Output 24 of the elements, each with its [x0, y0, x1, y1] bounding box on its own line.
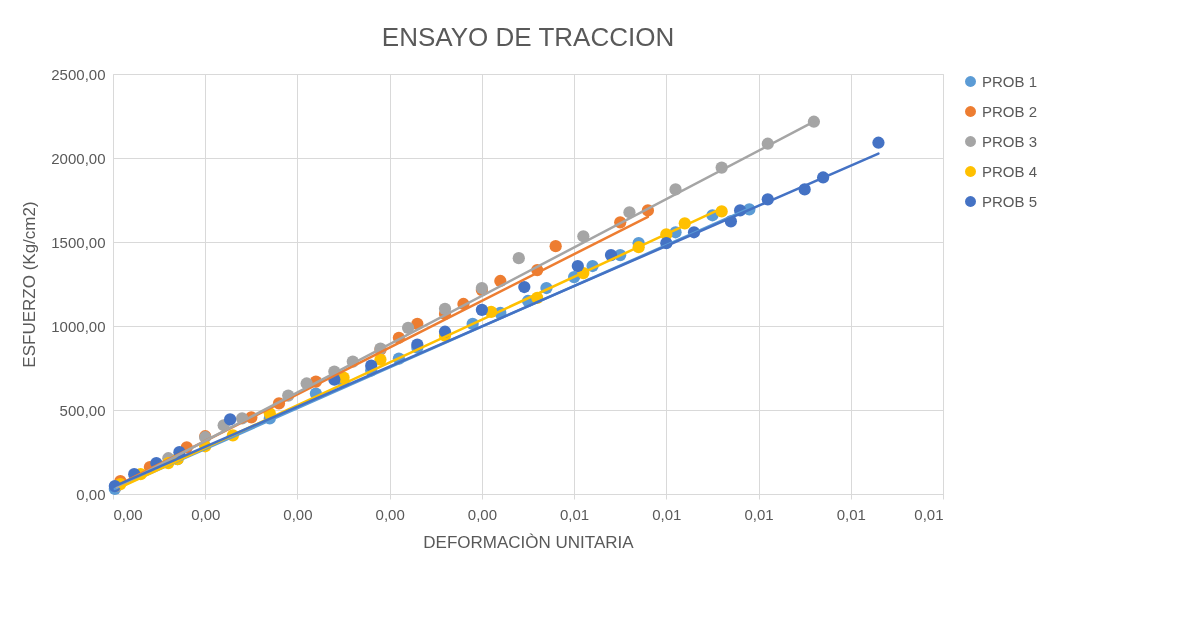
- x-tick-label: 0,00: [191, 505, 221, 523]
- x-tick-label: 0,01: [914, 505, 944, 523]
- x-tick-label: 0,00: [283, 505, 313, 523]
- chart-title: ENSAYO DE TRACCION: [381, 22, 675, 52]
- y-tick-label: 0,00: [76, 485, 106, 503]
- y-axis-title: ESFUERZO (Kg/cm2): [20, 201, 40, 368]
- y-tick-label: 2500,00: [51, 65, 106, 83]
- legend-label: PROB 3: [982, 132, 1038, 150]
- legend-label: PROB 1: [982, 72, 1038, 90]
- x-tick-label: 0,01: [744, 505, 774, 523]
- y-tick-label: 1500,00: [51, 233, 106, 251]
- x-tick-label: 0,00: [113, 505, 143, 523]
- x-tick-label: 0,00: [467, 505, 497, 523]
- legend-label: PROB 2: [982, 102, 1038, 120]
- legend-label: PROB 4: [982, 162, 1038, 180]
- x-tick-label: 0,00: [375, 505, 405, 523]
- y-tick-label: 2000,00: [51, 149, 106, 167]
- x-tick-label: 0,01: [560, 505, 590, 523]
- x-axis-title: DEFORMACIÒN UNITARIA: [423, 532, 635, 552]
- x-tick-label: 0,01: [652, 505, 682, 523]
- y-tick-label: 1000,00: [51, 317, 106, 335]
- legend-label: PROB 5: [982, 192, 1038, 210]
- x-tick-label: 0,01: [836, 505, 866, 523]
- y-tick-label: 500,00: [59, 401, 106, 419]
